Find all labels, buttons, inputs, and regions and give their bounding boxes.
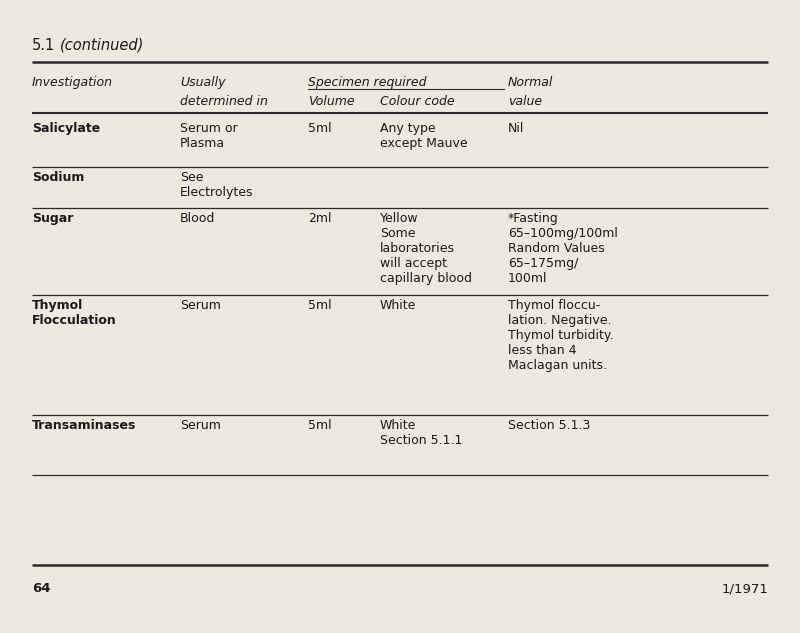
Text: Serum: Serum: [180, 299, 221, 312]
Text: Usually: Usually: [180, 76, 226, 89]
Text: Normal: Normal: [508, 76, 554, 89]
Text: 64: 64: [32, 582, 50, 595]
Text: 2ml: 2ml: [308, 212, 331, 225]
Text: (continued): (continued): [60, 38, 144, 53]
Text: Blood: Blood: [180, 212, 215, 225]
Text: Volume: Volume: [308, 95, 354, 108]
Text: Thymol
Flocculation: Thymol Flocculation: [32, 299, 117, 327]
Text: Colour code: Colour code: [380, 95, 454, 108]
Text: Salicylate: Salicylate: [32, 122, 100, 135]
Text: Serum or
Plasma: Serum or Plasma: [180, 122, 238, 150]
Text: Thymol floccu-
lation. Negative.
Thymol turbidity.
less than 4
Maclagan units.: Thymol floccu- lation. Negative. Thymol …: [508, 299, 614, 372]
Text: Serum: Serum: [180, 419, 221, 432]
Text: 5.1: 5.1: [32, 38, 55, 53]
Text: Section 5.1.3: Section 5.1.3: [508, 419, 590, 432]
Text: determined in: determined in: [180, 95, 268, 108]
Text: Any type
except Mauve: Any type except Mauve: [380, 122, 468, 150]
Text: Investigation: Investigation: [32, 76, 113, 89]
Text: 5ml: 5ml: [308, 122, 332, 135]
Text: Nil: Nil: [508, 122, 524, 135]
Text: value: value: [508, 95, 542, 108]
Text: *Fasting
65–100mg/100ml
Random Values
65–175mg/
100ml: *Fasting 65–100mg/100ml Random Values 65…: [508, 212, 618, 285]
Text: 5ml: 5ml: [308, 419, 332, 432]
Text: 1/1971: 1/1971: [721, 582, 768, 595]
Text: 5ml: 5ml: [308, 299, 332, 312]
Text: Sugar: Sugar: [32, 212, 74, 225]
Text: White: White: [380, 299, 416, 312]
Text: Yellow
Some
laboratories
will accept
capillary blood: Yellow Some laboratories will accept cap…: [380, 212, 472, 285]
Text: See
Electrolytes: See Electrolytes: [180, 171, 254, 199]
Text: Specimen required: Specimen required: [308, 76, 426, 89]
Text: White
Section 5.1.1: White Section 5.1.1: [380, 419, 462, 447]
Text: Transaminases: Transaminases: [32, 419, 136, 432]
Text: Sodium: Sodium: [32, 171, 84, 184]
